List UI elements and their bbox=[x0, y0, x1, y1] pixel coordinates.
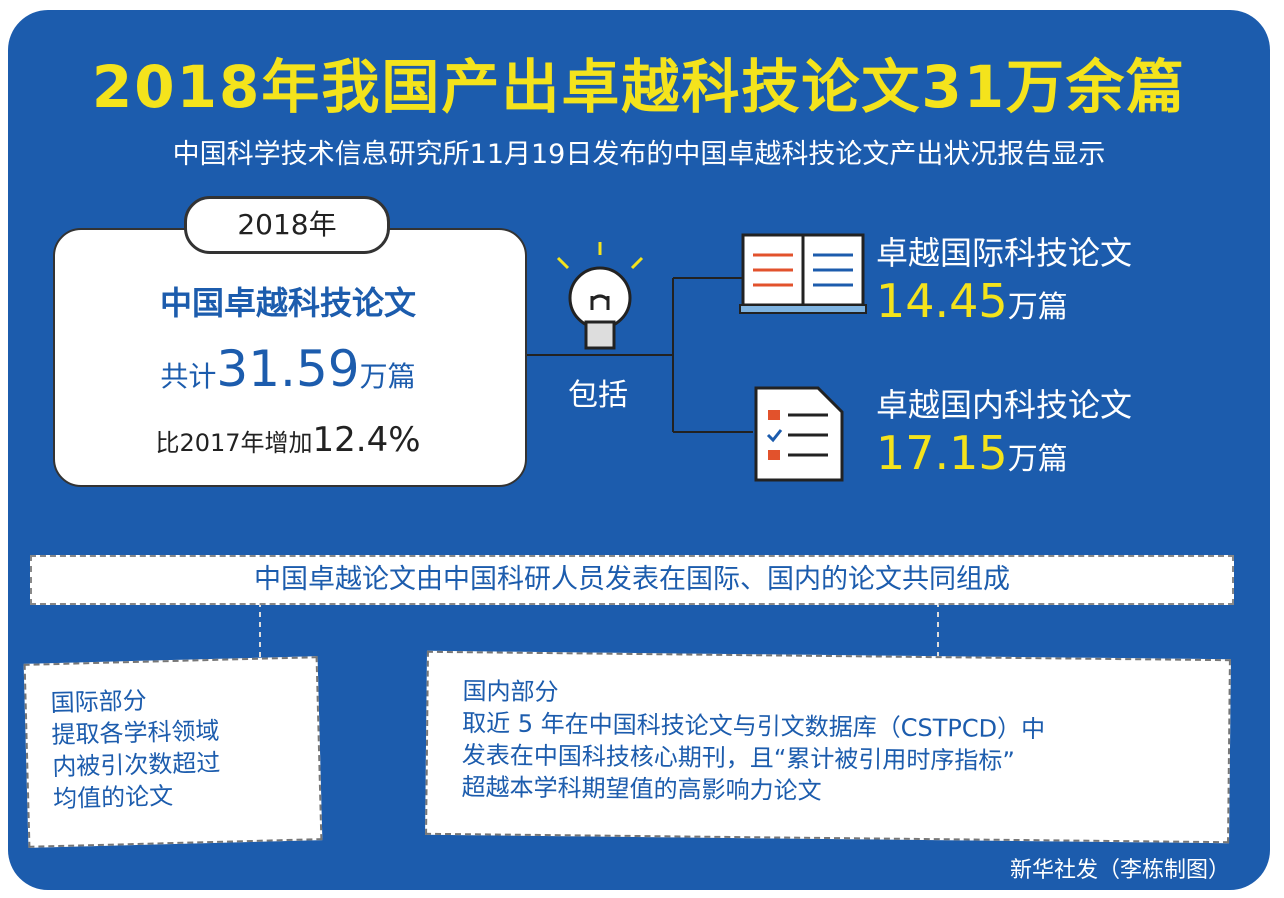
part-card: 国际部分 提取各学科领域 内被引次数超过 均值的论文 bbox=[23, 656, 323, 848]
subtitle: 中国科学技术信息研究所11月19日发布的中国卓越科技论文产出状况报告显示 bbox=[172, 139, 1106, 170]
credit: 新华社发（李栋制图） bbox=[1009, 858, 1230, 883]
item-number: 17.15 bbox=[876, 426, 1008, 480]
growth-prefix: 比2017年增加 bbox=[155, 429, 313, 457]
item-value: 14.45万篇 bbox=[876, 274, 1132, 328]
summary-growth: 比2017年增加12.4% bbox=[53, 420, 523, 460]
connector-label: 包括 bbox=[568, 378, 628, 413]
part-line: 均值的论文 bbox=[52, 782, 174, 814]
item-unit: 万篇 bbox=[1007, 442, 1068, 477]
total-number: 31.59 bbox=[216, 340, 360, 398]
total-prefix: 共计 bbox=[160, 360, 217, 393]
growth-number: 12.4% bbox=[312, 420, 421, 460]
infographic: 2018年我国产出卓越科技论文31万余篇 中国科学技术信息研究所11月19日发布… bbox=[8, 10, 1270, 890]
note: 中国卓越论文由中国科研人员发表在国际、国内的论文共同组成 bbox=[30, 555, 1234, 605]
item-number: 14.45 bbox=[876, 274, 1008, 328]
item: 卓越国际科技论文 14.45万篇 bbox=[876, 228, 1132, 328]
total-unit: 万篇 bbox=[359, 360, 416, 393]
item-unit: 万篇 bbox=[1007, 290, 1068, 325]
item: 卓越国内科技论文 17.15万篇 bbox=[876, 380, 1132, 480]
item-value: 17.15万篇 bbox=[876, 426, 1132, 480]
part-card: 国内部分 取近 5 年在中国科技论文与引文数据库（CSTPCD）中 发表在中国科… bbox=[425, 650, 1231, 844]
part-line: 超越本学科期望值的高影响力论文 bbox=[461, 773, 822, 805]
item-label: 卓越国际科技论文 bbox=[876, 234, 1133, 272]
book-icon bbox=[739, 233, 867, 314]
title: 2018年我国产出卓越科技论文31万余篇 bbox=[91, 53, 1187, 121]
summary-heading: 中国卓越科技论文 bbox=[159, 284, 416, 322]
year-badge: 2018年 bbox=[184, 196, 390, 254]
bulb-icon bbox=[556, 242, 644, 350]
item-label: 卓越国内科技论文 bbox=[876, 386, 1133, 424]
summary-total: 共计31.59万篇 bbox=[53, 340, 523, 398]
summary-box bbox=[53, 228, 527, 487]
document-icon bbox=[754, 386, 844, 482]
